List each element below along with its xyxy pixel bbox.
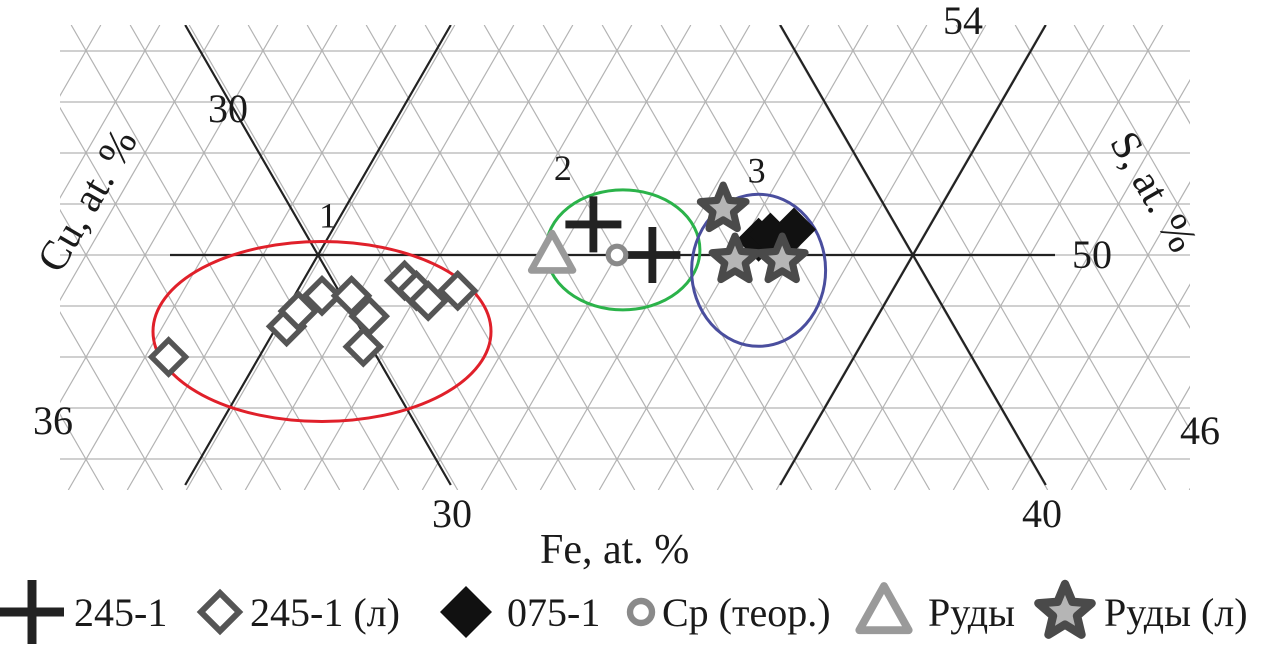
grid-line-cu [1070, 283, 1190, 490]
grid-line-fe [1132, 25, 1190, 125]
grid-line-cu [303, 25, 574, 490]
legend-item-5: Руды (л) [1034, 579, 1248, 639]
legend-label-0: 245-1 [74, 590, 167, 635]
cluster-ellipses: 1 2 3 [151, 148, 828, 423]
point-diamond-open-9 [407, 280, 450, 322]
grid-line-cu [60, 25, 220, 302]
grid-line-fe [719, 25, 990, 490]
grid-line-cu [60, 25, 161, 200]
point-circle-open-0 [605, 243, 629, 267]
legend-marker-diamond-open [196, 588, 244, 636]
point-star-0 [696, 181, 750, 233]
grid-line-cu [126, 25, 397, 490]
grid-line-fe [60, 106, 282, 490]
point-diamond-open-3 [301, 274, 343, 317]
point-diamond-open-2 [277, 290, 320, 332]
point-diamond-open-6 [342, 325, 385, 368]
grid-line-fe [896, 25, 1167, 490]
cu-tick-30: 30 [208, 86, 248, 131]
series-4 [527, 229, 577, 274]
grid-line-fe [306, 25, 577, 490]
grid-line-cu [834, 25, 1105, 490]
legend-label-3: Cp (теор.) [662, 590, 831, 635]
grid-line-fe [837, 25, 1108, 490]
legend-item-2: 075-1 [440, 586, 600, 638]
grid-line-cu [1248, 25, 1267, 490]
legend: 245-1 245-1 (л) 075-1 Cp (теор.) Руды Руды (л… [0, 579, 1248, 644]
point-star-2 [755, 232, 809, 284]
fe-tick-30: 30 [432, 491, 472, 536]
legend-marker-diamond-filled [440, 586, 492, 638]
grid-line-cu [716, 25, 987, 490]
legend-marker-star [1034, 579, 1096, 639]
data-points [147, 181, 816, 378]
grid-line-fe [1073, 25, 1190, 227]
legend-label-5: Руды (л) [1104, 590, 1248, 635]
grid-line-cu [362, 25, 633, 490]
legend-label-1: 245-1 (л) [250, 590, 400, 635]
legend-item-4: Руды [855, 582, 1015, 635]
grid-line-fe [70, 25, 341, 490]
point-plus-0 [565, 196, 622, 253]
s-tick-46: 46 [1180, 408, 1220, 453]
point-diamond-open-10 [436, 269, 479, 312]
grid-line-cu [952, 78, 1190, 490]
legend-item-3: Cp (теор.) [626, 590, 831, 635]
tick-labels: 30 40 30 36 54 50 46 [33, 0, 1220, 536]
grid-line-fe [1014, 25, 1190, 329]
series-0 [565, 196, 681, 283]
grid-line-cu [67, 25, 338, 490]
cluster-ellipse-1 [151, 240, 493, 423]
fe-tick-40: 40 [1022, 491, 1062, 536]
legend-marker-circle-open [626, 597, 656, 627]
grid-line-fe [1251, 25, 1267, 490]
grid-line-cu [60, 25, 279, 404]
grid-line-fe [188, 25, 459, 490]
point-plus-1 [624, 227, 681, 283]
grid-line-fe [247, 25, 518, 490]
legend-label-4: Руды [928, 590, 1015, 635]
grid-line-cu [1129, 385, 1190, 490]
s-axis-title: S, at. % [1100, 124, 1205, 260]
cu-axis-title: Cu, at. % [29, 122, 147, 280]
series-1 [147, 259, 479, 378]
legend-item-0: 245-1 [0, 580, 167, 644]
grid [60, 25, 1267, 490]
legend-label-2: 075-1 [507, 590, 600, 635]
cluster-label-3: 3 [748, 150, 766, 190]
cluster-ellipse-3 [690, 192, 828, 348]
legend-item-1: 245-1 (л) [196, 588, 400, 636]
point-triangle-open-0 [527, 229, 577, 274]
series-3 [605, 243, 629, 267]
cluster-label-2: 2 [554, 148, 572, 188]
legend-marker-triangle-open [855, 582, 913, 635]
s-tick-54: 54 [943, 0, 983, 43]
fe-axis-title: Fe, at. % [540, 527, 689, 573]
point-diamond-open-0 [147, 336, 190, 378]
grid-line-fe [365, 25, 636, 490]
point-star-1 [708, 232, 762, 284]
grid-line-cu [1011, 181, 1190, 490]
grid-line-cu [244, 25, 515, 490]
legend-marker-plus [0, 580, 64, 644]
grid-line-fe [60, 310, 164, 490]
major-line-3 [779, 25, 1047, 486]
cluster-label-1: 1 [319, 196, 337, 236]
s-tick-50: 50 [1072, 232, 1112, 277]
grid-line-fe [129, 25, 400, 490]
grid-line-cu [893, 25, 1164, 490]
point-diamond-open-4 [330, 274, 373, 317]
series-5 [696, 181, 809, 284]
grid-line-fe [60, 208, 223, 490]
cu-tick-36: 36 [33, 398, 73, 443]
